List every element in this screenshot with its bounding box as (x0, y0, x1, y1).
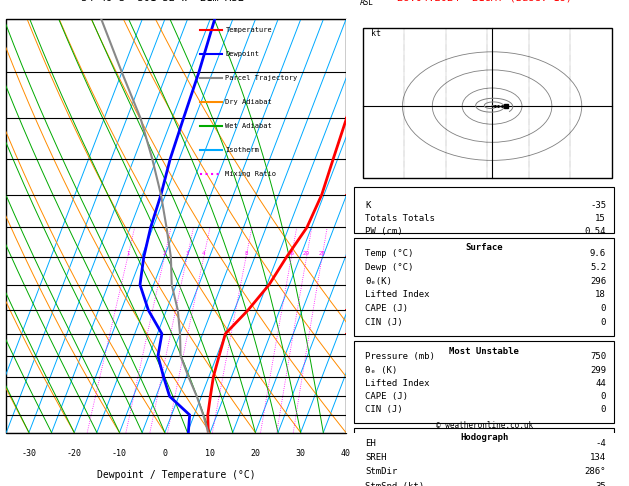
Text: 286°: 286° (584, 468, 606, 476)
Text: 7: 7 (356, 154, 361, 163)
Text: 2: 2 (162, 251, 166, 257)
Text: CIN (J): CIN (J) (365, 405, 403, 415)
Bar (362, 28, 611, 178)
Text: Dewpoint / Temperature (°C): Dewpoint / Temperature (°C) (97, 469, 255, 480)
Text: 16: 16 (288, 251, 295, 257)
Text: 4: 4 (356, 253, 361, 262)
Text: θₑ(K): θₑ(K) (365, 277, 392, 286)
Text: 299: 299 (590, 365, 606, 375)
Text: StmSpd (kt): StmSpd (kt) (365, 482, 425, 486)
Text: 5: 5 (356, 229, 361, 238)
Text: -30: -30 (21, 449, 36, 458)
Text: 25: 25 (318, 251, 326, 257)
Text: θₑ (K): θₑ (K) (365, 365, 398, 375)
Text: 0: 0 (601, 405, 606, 415)
Text: Dry Adiabat: Dry Adiabat (225, 99, 272, 104)
Text: 0: 0 (601, 304, 606, 313)
Text: Mixing Ratio (g/kg): Mixing Ratio (g/kg) (396, 182, 405, 270)
Bar (354, 341, 615, 423)
Text: 44: 44 (596, 379, 606, 388)
Text: 134: 134 (590, 453, 606, 462)
Text: 296: 296 (590, 277, 606, 286)
Text: SREH: SREH (365, 453, 387, 462)
Text: Temperature: Temperature (225, 27, 272, 33)
Text: 0.54: 0.54 (584, 227, 606, 236)
Text: EH: EH (365, 439, 376, 448)
Text: 1: 1 (126, 251, 130, 257)
Text: 5.2: 5.2 (590, 263, 606, 272)
Text: Surface: Surface (465, 243, 503, 252)
Text: LCL: LCL (353, 416, 365, 421)
Text: -4: -4 (596, 439, 606, 448)
Text: © weatheronline.co.uk: © weatheronline.co.uk (436, 421, 533, 431)
Text: 3: 3 (186, 251, 189, 257)
Text: -35: -35 (590, 201, 606, 210)
Text: Temp (°C): Temp (°C) (365, 249, 414, 258)
Text: kt: kt (371, 29, 381, 38)
Text: Totals Totals: Totals Totals (365, 214, 435, 223)
Text: Isotherm: Isotherm (225, 147, 259, 153)
Text: 10: 10 (205, 449, 215, 458)
Text: 8: 8 (356, 114, 361, 122)
Text: Wet Adiabat: Wet Adiabat (225, 122, 272, 129)
Text: 1: 1 (356, 392, 361, 401)
Text: -20: -20 (67, 449, 82, 458)
Text: 0: 0 (601, 318, 606, 327)
Text: 8: 8 (244, 251, 248, 257)
Text: 2: 2 (356, 351, 361, 361)
Text: CAPE (J): CAPE (J) (365, 304, 408, 313)
Text: 6: 6 (356, 190, 361, 199)
Text: Dewpoint: Dewpoint (225, 51, 259, 57)
Text: 15: 15 (596, 214, 606, 223)
Text: 20: 20 (303, 251, 310, 257)
Text: 0: 0 (601, 392, 606, 401)
Text: 4: 4 (202, 251, 206, 257)
Bar (354, 187, 615, 233)
Text: 35: 35 (596, 482, 606, 486)
Text: 30: 30 (296, 449, 306, 458)
Text: Pressure (mb): Pressure (mb) (365, 352, 435, 362)
Text: Dewp (°C): Dewp (°C) (365, 263, 414, 272)
Text: PW (cm): PW (cm) (365, 227, 403, 236)
Text: Lifted Index: Lifted Index (365, 291, 430, 299)
Text: Lifted Index: Lifted Index (365, 379, 430, 388)
Text: Mixing Ratio: Mixing Ratio (225, 171, 276, 176)
Text: km
ASL: km ASL (359, 0, 373, 7)
Text: CAPE (J): CAPE (J) (365, 392, 408, 401)
Text: CIN (J): CIN (J) (365, 318, 403, 327)
Text: Parcel Trajectory: Parcel Trajectory (225, 75, 298, 81)
Text: StmDir: StmDir (365, 468, 398, 476)
Text: 9.6: 9.6 (590, 249, 606, 258)
Text: 0: 0 (162, 449, 167, 458)
Text: 750: 750 (590, 352, 606, 362)
Text: -34°49'S  301°32'W  21m ASL: -34°49'S 301°32'W 21m ASL (75, 0, 243, 3)
Text: 3: 3 (356, 306, 361, 314)
Text: 28.04.2024  21GMT (Base: 18): 28.04.2024 21GMT (Base: 18) (397, 0, 572, 3)
Bar (354, 428, 615, 486)
Text: -10: -10 (112, 449, 127, 458)
Text: Most Unstable: Most Unstable (449, 347, 520, 356)
Text: K: K (365, 201, 370, 210)
Text: Hodograph: Hodograph (460, 434, 508, 442)
Bar (354, 238, 615, 336)
Text: 18: 18 (596, 291, 606, 299)
Text: 40: 40 (341, 449, 351, 458)
Text: 20: 20 (250, 449, 260, 458)
